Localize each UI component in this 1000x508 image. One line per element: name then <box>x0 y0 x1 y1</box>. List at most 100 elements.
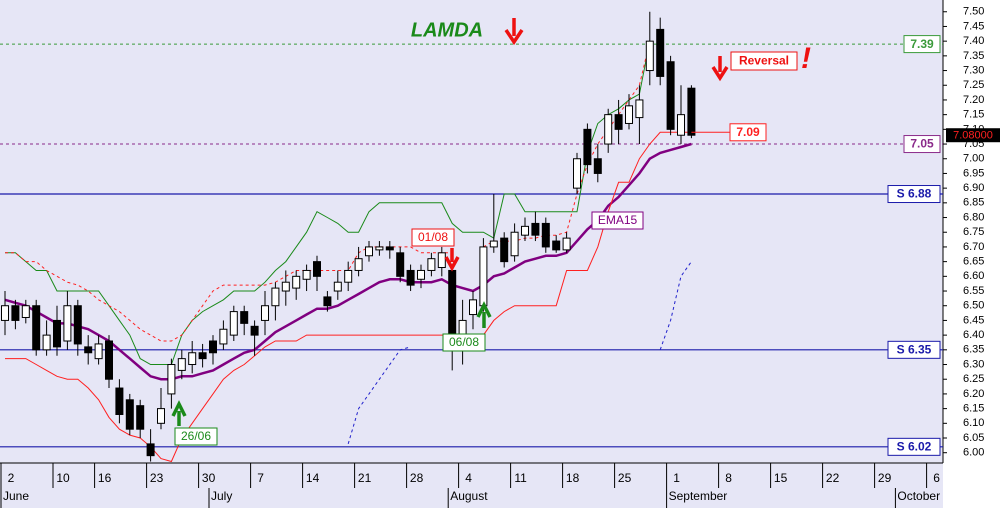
candle-body <box>125 399 134 430</box>
candle-body <box>198 352 207 360</box>
candle-body <box>510 231 519 257</box>
candle-body <box>84 346 93 354</box>
level-box <box>903 135 941 154</box>
candle-body <box>427 258 436 271</box>
candle-body <box>541 222 550 248</box>
x-tick-label: 23 <box>150 471 164 485</box>
x-tick-label: 2 <box>8 471 15 485</box>
candle-body <box>146 443 155 457</box>
candle-body <box>177 358 186 371</box>
annotation: Reversal <box>739 54 789 68</box>
x-tick-label: 25 <box>618 471 632 485</box>
candle-body <box>271 287 280 307</box>
annotation: ! <box>801 42 811 75</box>
arrow <box>504 18 524 46</box>
candle-body <box>365 246 373 257</box>
month-label: July <box>211 489 232 503</box>
candle-body <box>94 343 103 360</box>
y-tick-label: 7.45 <box>963 20 984 32</box>
candle-body <box>489 240 498 248</box>
x-tick-label: 30 <box>202 471 216 485</box>
x-tick-label: 1 <box>673 471 680 485</box>
y-tick-label: 6.85 <box>963 197 984 209</box>
candle-body <box>105 340 113 380</box>
candle-body <box>448 269 457 336</box>
candle-body <box>136 405 145 430</box>
y-tick-label: 7.35 <box>963 50 984 62</box>
arrow <box>444 248 460 272</box>
level-label: S 6.35 <box>897 342 932 356</box>
candle-body <box>604 114 613 145</box>
x-tick-label: 8 <box>725 471 732 485</box>
y-tick-label: 7.40 <box>963 35 984 47</box>
x-tick-label: 4 <box>465 471 472 485</box>
candle-body <box>281 281 290 292</box>
candle-body <box>11 305 20 321</box>
candle-body <box>625 105 633 124</box>
candle-body <box>115 387 124 415</box>
candle-body <box>437 252 446 269</box>
candle-body <box>385 246 394 251</box>
plot-layer <box>0 11 943 463</box>
y-tick-label: 6.65 <box>963 256 984 268</box>
annotation-box <box>411 228 455 247</box>
y-tick-label: 7.25 <box>963 79 984 91</box>
y-tick-label: 7.20 <box>963 94 984 106</box>
candle-body <box>635 99 644 119</box>
axis-background <box>943 0 1000 508</box>
y-tick-label: 6.05 <box>963 432 984 444</box>
candle-body <box>188 352 197 366</box>
x-tick-label: 28 <box>410 471 424 485</box>
y-tick-label: 6.10 <box>963 417 984 429</box>
y-tick-label: 6.15 <box>963 403 984 415</box>
y-tick-label: 6.95 <box>963 167 984 179</box>
y-tick-label: 6.45 <box>963 314 984 326</box>
candle-body <box>469 299 477 316</box>
candle-body <box>261 305 269 321</box>
line-series <box>5 41 651 342</box>
candle-body <box>73 305 82 345</box>
x-tick-label: 6 <box>933 471 940 485</box>
annotation-box <box>442 333 486 352</box>
legend-box <box>591 211 644 230</box>
y-tick-label: 6.75 <box>963 226 984 238</box>
candle-body <box>531 222 540 236</box>
candle-body <box>458 319 467 336</box>
candle-body <box>500 237 509 263</box>
month-label: September <box>669 489 728 503</box>
x-tick-label: 14 <box>306 471 320 485</box>
line-series <box>5 41 651 365</box>
arrow <box>476 301 492 328</box>
y-tick-label: 6.90 <box>963 182 984 194</box>
candle-body <box>21 305 30 318</box>
month-label: August <box>450 489 488 503</box>
candle-body <box>302 269 311 280</box>
y-tick-label: 6.60 <box>963 270 984 282</box>
candle-body <box>1 305 9 321</box>
x-tick-label: 18 <box>566 471 580 485</box>
candle-body <box>687 87 696 136</box>
candle-body <box>344 269 353 283</box>
annotation: 26/06 <box>181 429 211 443</box>
candle-body <box>562 237 571 251</box>
candle-body <box>63 305 72 342</box>
level-label: S 6.88 <box>897 187 932 201</box>
y-tick-label: 6.35 <box>963 344 984 356</box>
candle-body <box>219 328 228 345</box>
candle-body <box>593 158 602 174</box>
last-price-label: 7.08000 <box>953 130 993 142</box>
candle-body <box>666 61 675 130</box>
candle-body <box>42 334 51 351</box>
x-tick-label: 16 <box>98 471 112 485</box>
candle-body <box>479 246 488 307</box>
level-box <box>887 340 941 359</box>
candle-body <box>157 408 165 424</box>
x-tick-label: 11 <box>514 471 527 485</box>
y-tick-label: 7.50 <box>963 6 984 18</box>
candle-body <box>521 225 529 236</box>
candle-body <box>677 114 685 136</box>
plot-background <box>0 0 943 508</box>
y-tick-label: 6.50 <box>963 300 984 312</box>
